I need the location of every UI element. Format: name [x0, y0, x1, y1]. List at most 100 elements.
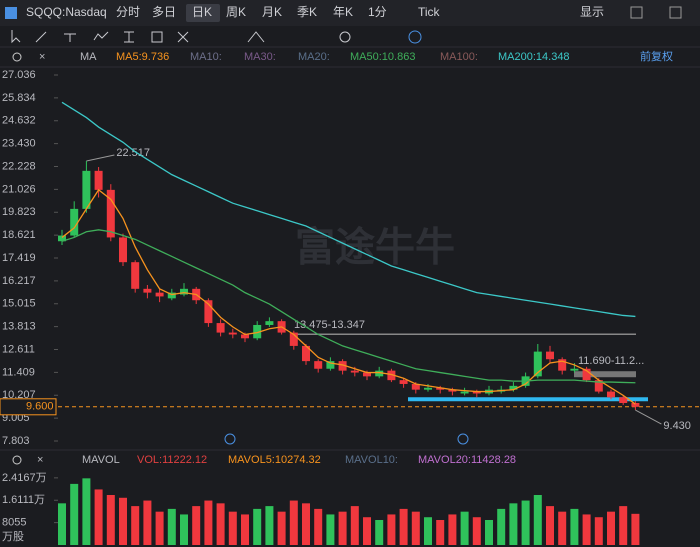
- hide-icon[interactable]: ×: [37, 454, 43, 466]
- volume-bar: [619, 506, 628, 545]
- volume-bar: [533, 495, 542, 545]
- annotation: 22.517: [116, 147, 150, 159]
- market-icon[interactable]: [5, 7, 17, 19]
- volume-bar: [472, 517, 481, 545]
- volume-bar: [119, 497, 127, 545]
- volume-bar: [448, 514, 457, 545]
- path-tool[interactable]: [93, 31, 109, 41]
- hide-icon[interactable]: ×: [39, 51, 45, 63]
- tab[interactable]: 季K: [297, 5, 317, 19]
- candle-body: [302, 345, 310, 362]
- adjust-select[interactable]: 前复权: [640, 49, 673, 63]
- candle-body: [533, 351, 542, 377]
- candle-body: [350, 370, 359, 373]
- candle-body: [411, 383, 420, 390]
- legend-entry[interactable]: MA5:9.736: [116, 51, 169, 63]
- rect-tool[interactable]: [151, 31, 163, 43]
- volume-bar: [582, 514, 591, 545]
- draw-tool[interactable]: [177, 31, 189, 43]
- volume-bar: [350, 506, 359, 545]
- settings-icon[interactable]: [12, 455, 22, 465]
- candle-body: [241, 334, 249, 339]
- volume-bar: [277, 511, 286, 545]
- volume-bar: [497, 508, 506, 545]
- candle-body: [106, 189, 115, 238]
- volume-legend-entry[interactable]: MAVOL20:11428.28: [418, 454, 516, 466]
- tab[interactable]: 日K: [192, 5, 212, 19]
- display-menu[interactable]: 显示: [580, 5, 604, 19]
- volume-bar: [424, 517, 432, 545]
- candle-body: [582, 368, 591, 381]
- candle-body: [253, 324, 262, 339]
- shape-tool[interactable]: [247, 31, 265, 43]
- legend-entry[interactable]: MA10:: [190, 51, 222, 63]
- line-tool[interactable]: [35, 31, 47, 43]
- candle-body: [58, 235, 66, 242]
- volume-bar: [131, 506, 140, 545]
- ma-line: [61, 188, 636, 405]
- volume-legend-entry[interactable]: MAVOL10:: [345, 454, 398, 466]
- y-tick-label: 15.015: [2, 298, 36, 310]
- tab[interactable]: 1分: [368, 5, 387, 19]
- candle-body: [180, 288, 188, 295]
- volume-bar: [302, 503, 310, 545]
- ticker[interactable]: SQQQ:Nasdaq: [26, 5, 107, 19]
- tab[interactable]: 月K: [262, 5, 282, 19]
- y-tick-label: 8055: [2, 517, 26, 529]
- candle-body: [265, 321, 274, 325]
- y-tick-label: 22.228: [2, 160, 36, 172]
- volume-bar: [167, 508, 176, 545]
- candle-body: [509, 385, 518, 390]
- volume-bar: [94, 489, 103, 545]
- legend-entry[interactable]: MA200:14.348: [498, 51, 570, 63]
- eye-icon[interactable]: [339, 31, 351, 43]
- legend-entry[interactable]: MA50:10.863: [350, 51, 415, 63]
- volume-legend-entry[interactable]: VOL:11222.12: [137, 454, 207, 466]
- candle-body: [607, 391, 615, 398]
- legend-entry[interactable]: MA20:: [298, 51, 330, 63]
- legend-entry[interactable]: MA30:: [244, 51, 276, 63]
- candle-body: [204, 300, 213, 324]
- tab[interactable]: 多日: [152, 5, 176, 19]
- tab[interactable]: 周K: [226, 5, 246, 19]
- volume-bar: [399, 508, 408, 545]
- candle-body: [424, 387, 432, 390]
- volume-bar: [106, 495, 115, 545]
- volume-bar: [289, 500, 298, 545]
- volume-legend-entry[interactable]: MAVOL5:10274.32: [228, 454, 321, 466]
- volume-bar: [180, 514, 188, 545]
- settings-icon[interactable]: [12, 52, 22, 62]
- candle-body: [619, 397, 628, 403]
- event-marker[interactable]: [224, 433, 236, 445]
- candle-body: [558, 359, 567, 371]
- volume-bar: [570, 508, 579, 545]
- legend-entry[interactable]: MA100:: [440, 51, 478, 63]
- tab[interactable]: 年K: [333, 5, 353, 19]
- sync-icon[interactable]: [408, 30, 422, 44]
- volume-bar: [375, 520, 384, 545]
- y-tick-label: 25.834: [2, 92, 36, 104]
- tab[interactable]: 分时: [116, 5, 140, 19]
- annotation: 13.475-13.347: [294, 319, 365, 331]
- volume-unit: 万股: [2, 530, 24, 543]
- tab[interactable]: Tick: [418, 5, 441, 19]
- cursor-tool[interactable]: [11, 30, 21, 44]
- indicator-select[interactable]: MA: [80, 51, 97, 63]
- ray-tool[interactable]: [64, 33, 76, 42]
- volume-bar: [265, 506, 274, 545]
- volume-bar: [509, 503, 518, 545]
- candle-body: [70, 208, 79, 236]
- fib-tool[interactable]: [124, 31, 134, 43]
- volume-bar: [411, 511, 420, 545]
- icon-box[interactable]: [669, 6, 682, 19]
- y-tick-label: 1.6111万: [2, 494, 45, 506]
- volume-bar: [338, 511, 347, 545]
- y-tick-label: 18.621: [2, 229, 36, 241]
- candle-body: [119, 237, 127, 263]
- candle-body: [326, 361, 335, 369]
- last-price-box: [0, 398, 57, 416]
- volume-indicator-select[interactable]: MAVOL: [82, 454, 120, 466]
- volume-bar: [228, 511, 237, 545]
- icon-box[interactable]: [630, 6, 643, 19]
- event-marker[interactable]: [457, 433, 469, 445]
